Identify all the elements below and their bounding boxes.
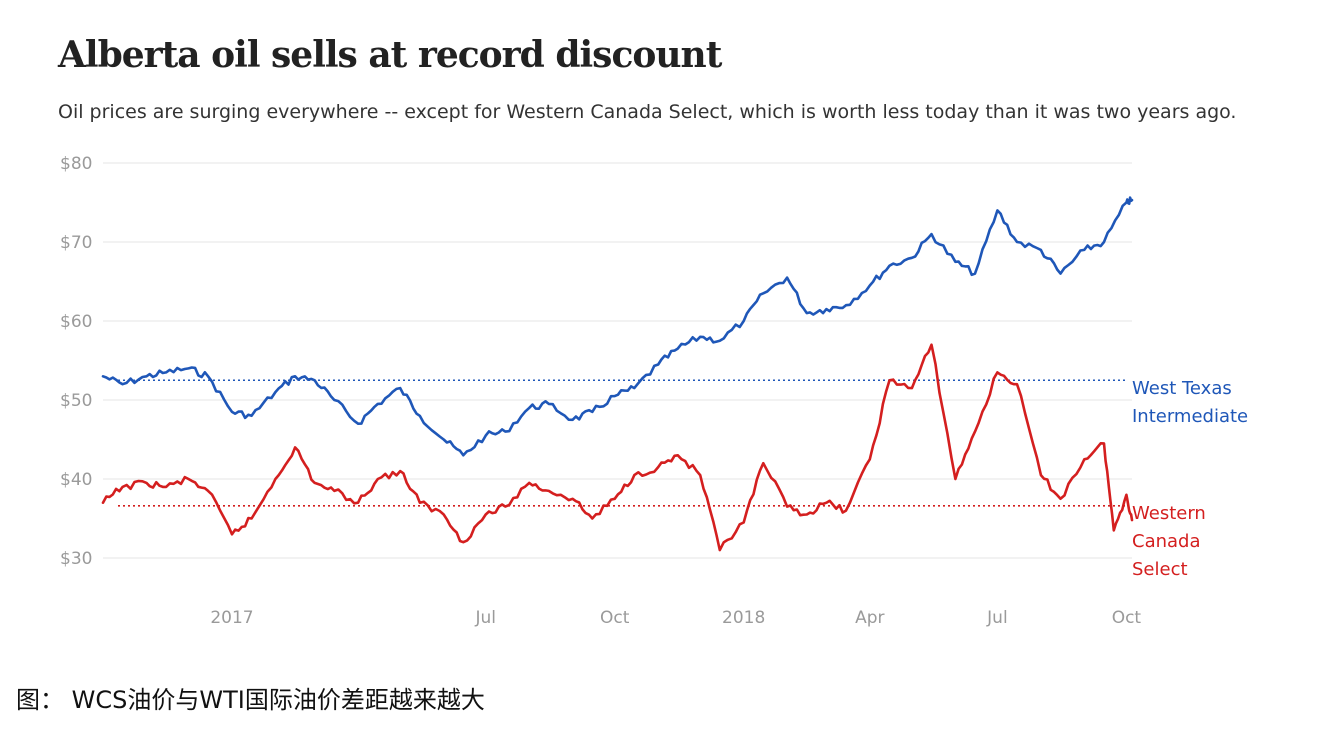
x-tick-label: Oct (1112, 608, 1142, 628)
x-axis-ticks: 2017 Jul Oct 2018 Apr Jul Oct (210, 608, 1141, 628)
x-tick-label: 2018 (722, 608, 765, 628)
figure-caption: 图： WCS油价与WTI国际油价差距越来越大 (16, 686, 485, 714)
series-label: Western (1132, 503, 1206, 524)
series-label: Canada (1132, 531, 1201, 552)
wcs-series-line (101, 343, 1134, 552)
y-tick-label: $70 (60, 233, 92, 253)
x-tick-label: Oct (600, 608, 630, 628)
x-tick-label: 2017 (210, 608, 253, 628)
chart-title: Alberta oil sells at record discount (58, 34, 722, 76)
series-layer (101, 196, 1134, 552)
x-tick-label: Jul (986, 608, 1008, 628)
x-tick-label: Apr (855, 608, 884, 628)
series-labels: West Texas Intermediate Western Canada Selec… (1132, 378, 1248, 580)
series-label: Select (1132, 559, 1188, 580)
y-tick-label: $40 (60, 470, 92, 490)
line-chart: $30 $40 $50 $60 $70 $80 West Texas Intermediat… (60, 154, 1248, 628)
y-tick-label: $30 (60, 549, 92, 569)
series-label: Intermediate (1132, 406, 1248, 427)
series-label: West Texas (1132, 378, 1232, 399)
y-tick-label: $60 (60, 312, 92, 332)
reference-lines (118, 379, 1128, 507)
wti-series-line (101, 196, 1134, 457)
chart-subtitle: Oil prices are surging everywhere -- exc… (58, 101, 1237, 123)
x-tick-label: Jul (474, 608, 496, 628)
y-tick-label: $50 (60, 391, 92, 411)
grid-layer: $30 $40 $50 $60 $70 $80 (60, 154, 1132, 569)
y-tick-label: $80 (60, 154, 92, 174)
